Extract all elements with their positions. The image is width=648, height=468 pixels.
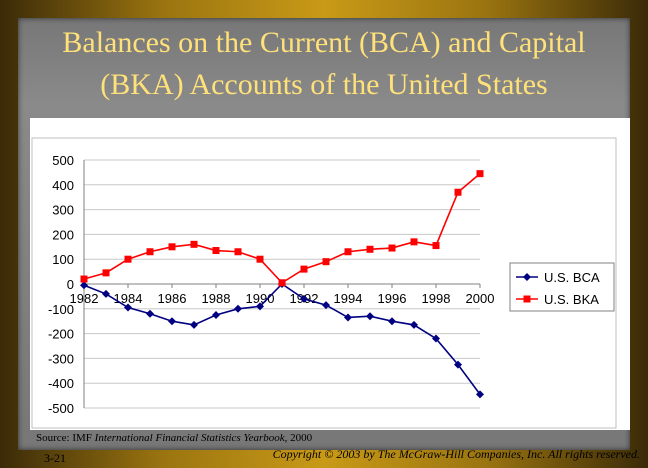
slide-title: Balances on the Current (BCA) and Capita… — [18, 22, 630, 106]
bka-point — [388, 244, 396, 252]
bca-point — [476, 390, 484, 399]
legend-label: U.S. BCA — [544, 270, 600, 285]
y-tick-label: 500 — [52, 153, 74, 168]
bca-point — [366, 312, 374, 321]
page-number: 3-21 — [44, 451, 66, 465]
y-tick-label: 100 — [52, 252, 74, 267]
bca-point — [124, 303, 132, 312]
legend-label: U.S. BKA — [544, 292, 599, 307]
bca-point — [410, 320, 418, 329]
bca-point — [190, 320, 198, 329]
bca-point — [322, 301, 330, 310]
bka-point — [80, 275, 88, 283]
title-line-1: Balances on the Current (BCA) and Capita… — [62, 26, 586, 59]
series-line-bka — [83, 173, 481, 284]
chart-area: 500 400 300 200 100 0 -100 -200 -300 -400 -500 1982… — [30, 118, 630, 430]
bca-point — [146, 309, 154, 318]
bca-point — [388, 317, 396, 326]
bka-point — [256, 255, 264, 263]
bca-point — [256, 302, 264, 311]
x-tick-label: 1998 — [422, 291, 451, 306]
y-tick-label: -500 — [48, 401, 74, 416]
legend-marker-bca — [523, 273, 531, 281]
bka-point — [234, 248, 242, 256]
y-tick-label: -100 — [48, 302, 74, 317]
line-chart: 500 400 300 200 100 0 -100 -200 -300 -400 -500 1982… — [31, 137, 617, 429]
bka-point — [212, 247, 220, 255]
source-year: 2000 — [287, 432, 313, 444]
bca-point — [234, 304, 242, 313]
source-prefix: Source: IMF — [36, 432, 95, 444]
bca-point — [212, 311, 220, 319]
chart-border — [31, 137, 617, 429]
y-tick-label: -200 — [48, 327, 74, 342]
bka-point — [278, 279, 286, 287]
bka-point — [454, 188, 462, 196]
y-tick-label: 400 — [52, 178, 74, 193]
bka-point — [476, 170, 484, 178]
legend-marker-bka — [523, 295, 531, 303]
bka-point — [146, 248, 154, 256]
bca-point — [454, 360, 462, 369]
bca-point — [432, 334, 440, 343]
bca-point — [102, 289, 110, 298]
x-tick-label: 2000 — [466, 291, 495, 306]
title-line-2: (BKA) Accounts of the United States — [100, 68, 548, 101]
bca-point — [344, 313, 352, 322]
x-tick-label: 1996 — [378, 291, 407, 306]
bka-point — [190, 240, 198, 248]
bka-point — [432, 242, 440, 250]
bca-point — [168, 317, 176, 326]
bka-point — [300, 265, 308, 273]
bca-point — [80, 281, 88, 290]
bka-point — [410, 238, 418, 246]
bka-point — [344, 248, 352, 256]
copyright-notice: Copyright © 2003 by The McGraw-Hill Comp… — [272, 447, 640, 461]
y-tick-label: -300 — [48, 351, 74, 366]
source-note: Source: IMF International Financial Stat… — [36, 432, 312, 444]
y-tick-label: 200 — [52, 227, 74, 242]
y-tick-label: 0 — [67, 277, 74, 292]
x-tick-label: 1990 — [246, 291, 275, 306]
bka-point — [102, 269, 110, 277]
bka-point — [366, 245, 374, 253]
y-tick-label: -400 — [48, 376, 74, 391]
x-tick-label: 1994 — [334, 291, 363, 306]
y-tick-label: 300 — [52, 203, 74, 218]
bca-point — [300, 294, 308, 303]
legend-box — [509, 262, 615, 312]
x-tick-label: 1988 — [202, 291, 231, 306]
bka-point — [322, 258, 330, 266]
bka-point — [124, 255, 132, 263]
x-tick-label: 1982 — [70, 291, 99, 306]
source-publication: International Financial Statistics Yearb… — [94, 432, 288, 444]
bka-point — [168, 243, 176, 251]
x-tick-label: 1986 — [158, 291, 187, 306]
